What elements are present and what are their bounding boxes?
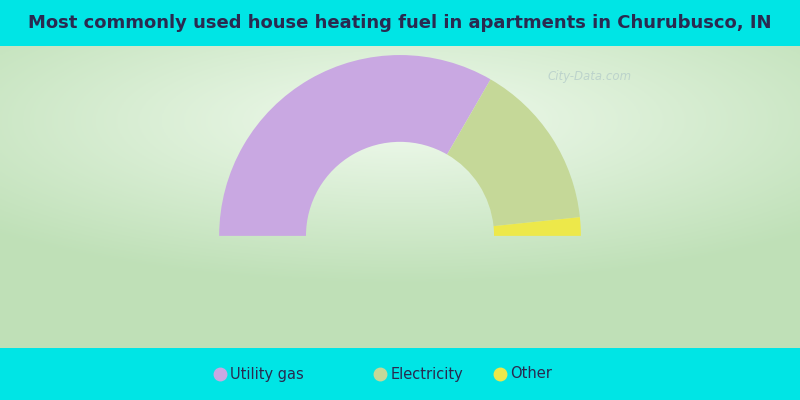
Text: City-Data.com: City-Data.com <box>547 70 631 82</box>
Wedge shape <box>494 217 581 236</box>
Wedge shape <box>447 79 580 226</box>
Text: Electricity: Electricity <box>390 366 463 382</box>
Wedge shape <box>219 55 490 236</box>
Text: Most commonly used house heating fuel in apartments in Churubusco, IN: Most commonly used house heating fuel in… <box>28 14 772 32</box>
Text: Utility gas: Utility gas <box>230 366 304 382</box>
Text: Other: Other <box>510 366 552 382</box>
